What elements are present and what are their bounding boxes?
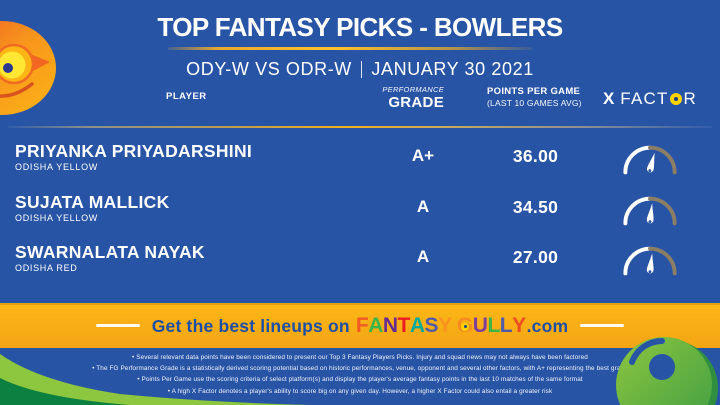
banner-prefix: Get the best lineups on <box>151 315 355 336</box>
player-points: 27.00 <box>512 247 559 267</box>
logo-letter: F <box>355 313 369 337</box>
banner-right-line <box>580 324 625 327</box>
player-grade: A <box>416 247 430 266</box>
player-name: SWARNALATA NAYAK <box>15 242 205 262</box>
logo-letter: A <box>409 313 425 337</box>
logo-letter: A <box>368 313 383 337</box>
column-header-grade: PERFORMANCE GRADE <box>340 86 444 110</box>
matchup-row: ODY-W VS ODR-W JANUARY 30 2021 <box>0 58 720 80</box>
footnote: • Points Per Game use the scoring criter… <box>137 376 583 384</box>
grade-header-main: GRADE <box>388 93 444 111</box>
x-factor-gauge <box>623 246 677 276</box>
logo-letter: G <box>457 315 473 336</box>
logo-letter: U <box>472 313 488 337</box>
gauge-needle <box>646 253 654 274</box>
player-grade: A+ <box>411 146 435 165</box>
logo-letter: N <box>382 313 398 337</box>
banner-suffix: .com <box>526 315 569 336</box>
player-grade: A <box>416 197 430 216</box>
player-row: PRIYANKA PRIYADARSHINI ODISHA YELLOW A+ … <box>0 139 720 187</box>
matchup-teams: ODY-W VS ODR-W <box>186 58 352 79</box>
column-header-xfactor: X FACT R <box>598 89 702 109</box>
footnotes: • Several relevant data points have been… <box>0 352 720 397</box>
banner-left-line <box>95 324 140 327</box>
logo-letter: L <box>487 313 500 337</box>
logo-letter: Y <box>512 313 526 337</box>
column-header-points: POINTS PER GAME (LAST 10 GAMES AVG) <box>487 87 597 107</box>
player-points: 34.50 <box>512 197 559 217</box>
logo-letter: L <box>499 313 513 337</box>
player-team: ODISHA YELLOW <box>15 213 98 223</box>
footnote: • A high X Factor denotes a player's abi… <box>167 387 553 395</box>
points-header-main: POINTS PER GAME <box>487 86 581 97</box>
x-factor-gauge <box>623 145 677 175</box>
player-name: SUJATA MALLICK <box>15 192 170 212</box>
logo-g-eye-icon <box>461 322 470 331</box>
xfactor-x: X <box>602 89 616 108</box>
gauge-needle <box>646 152 655 173</box>
player-team: ODISHA YELLOW <box>15 162 98 172</box>
column-header-player: PLAYER <box>166 91 207 102</box>
promo-banner: Get the best lineups on FANTASY GULLY.co… <box>0 303 720 348</box>
xfactor-r: R <box>683 89 698 108</box>
fantasy-gully-logo: FANTASY GULLY <box>356 315 526 336</box>
xfactor-fact: FACT <box>620 89 669 108</box>
page-title: TOP FANTASY PICKS - BOWLERS <box>157 12 563 42</box>
banner-text: Get the best lineups on FANTASY GULLY.co… <box>152 315 569 337</box>
logo-letter: T <box>397 313 411 337</box>
player-row: SUJATA MALLICK ODISHA YELLOW A 34.50 <box>0 190 720 238</box>
xfactor-o-eye-icon <box>670 93 683 105</box>
grade-header-small: PERFORMANCE <box>382 85 444 94</box>
matchup-date: JANUARY 30 2021 <box>371 58 534 79</box>
title-underline <box>168 47 532 50</box>
player-points: 36.00 <box>512 146 559 166</box>
points-header-sub: (LAST 10 GAMES AVG) <box>487 97 582 108</box>
header-divider <box>8 126 712 128</box>
player-name: PRIYANKA PRIYADARSHINI <box>15 141 253 161</box>
footnote: • The FG Performance Grade is a statisti… <box>92 365 628 373</box>
x-factor-gauge <box>623 196 677 226</box>
footnote: • Several relevant data points have been… <box>132 354 588 361</box>
player-row: SWARNALATA NAYAK ODISHA RED A 27.00 <box>0 240 720 288</box>
matchup-separator <box>360 60 363 78</box>
logo-letter: S <box>424 313 439 337</box>
logo-letter: Y <box>438 313 452 337</box>
player-team: ODISHA RED <box>15 263 78 273</box>
gauge-needle <box>646 203 654 224</box>
